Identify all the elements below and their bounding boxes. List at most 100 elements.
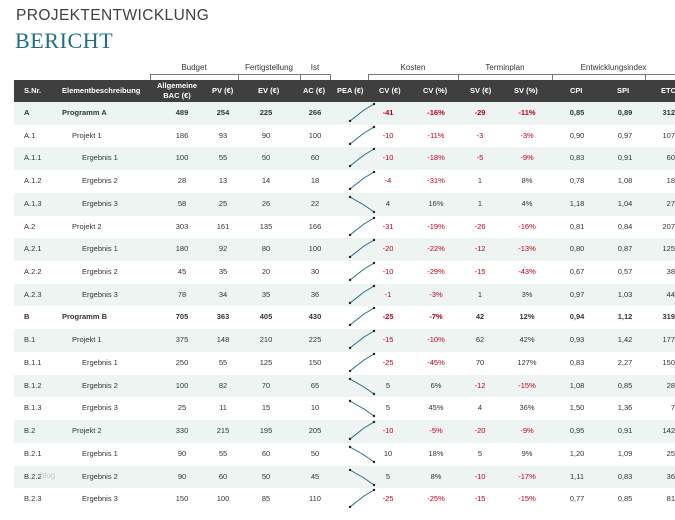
cell-ac: 36 <box>310 289 320 299</box>
cell-snr: A <box>24 108 30 117</box>
cell-svp: 12% <box>519 312 535 322</box>
cell-bac: 100 <box>175 380 189 390</box>
cell-spi: 2,27 <box>617 357 633 367</box>
pea-sparkline-start-point <box>348 278 352 282</box>
cell-snr: A.1 <box>24 130 36 140</box>
cell-cpi: 0,94 <box>569 312 585 322</box>
cell-ev: 70 <box>261 380 271 390</box>
cell-bac: 489 <box>175 108 189 117</box>
cell-sv: 70 <box>475 357 485 367</box>
col-header-ev: EV (€) <box>258 86 280 95</box>
cell-ac: 10 <box>310 403 320 413</box>
cell-cpi: 0,67 <box>569 267 585 277</box>
col-header-sv: SV (€) <box>470 86 492 95</box>
cell-bac: 180 <box>175 244 189 254</box>
cell-etc: 81 <box>666 494 675 504</box>
cell-ev: 80 <box>261 244 271 254</box>
pea-sparkline-end-point <box>372 329 376 333</box>
cell-pv: 82 <box>218 380 228 390</box>
cell-bac: 100 <box>175 153 189 163</box>
cell-svp: 9% <box>521 448 533 458</box>
table-row: A.2.3 Ergebnis 3 78 34 35 36 -1 -3% 1 3% 0,97 1,03 4… <box>14 283 675 307</box>
cell-cv: -10 <box>382 426 394 436</box>
cell-pv: 13 <box>218 176 228 186</box>
cell-cvp: 6% <box>430 380 442 390</box>
cell-svp: -15% <box>518 380 536 390</box>
cell-desc: Ergebnis 2 <box>82 267 118 277</box>
cell-ac: 50 <box>310 448 320 458</box>
cell-desc: Projekt 1 <box>72 130 102 140</box>
pea-sparkline-start-point <box>348 233 352 236</box>
cell-cv: 5 <box>385 471 391 481</box>
cell-desc: Ergebnis 1 <box>82 448 118 458</box>
cell-ev: 225 <box>259 108 273 117</box>
cell-pv: 55 <box>218 448 228 458</box>
pea-sparkline-line <box>349 196 375 213</box>
cell-etc: 125 <box>662 244 675 254</box>
cell-bac: 90 <box>177 471 187 481</box>
cell-ac: 205 <box>308 426 322 436</box>
pea-sparkline-line <box>349 217 375 235</box>
cell-snr: A.1.2 <box>24 176 42 186</box>
pea-sparkline-start-point <box>348 377 352 380</box>
cell-ac: 100 <box>308 130 322 140</box>
cell-cvp: -5% <box>429 426 443 436</box>
table-row: A.2.1 Ergebnis 1 180 92 80 100 -20 -22% -12 -13% 0… <box>14 238 675 261</box>
cell-cpi: 1,20 <box>569 448 585 458</box>
group-divider <box>645 74 646 80</box>
group-divider <box>300 74 301 80</box>
cell-svp: 36% <box>519 403 535 413</box>
pea-sparkline <box>348 216 376 236</box>
cell-cvp: 45% <box>428 403 444 413</box>
cell-ac: 110 <box>309 494 321 504</box>
table-row: B.1.3 Ergebnis 3 25 11 15 10 5 45% 4 36% 1,50 1,36 7 <box>14 397 675 420</box>
cell-sv: 1 <box>477 198 483 208</box>
cell-spi: 1,04 <box>617 198 633 208</box>
cell-pv: 161 <box>216 221 230 231</box>
cell-pv: 254 <box>216 108 230 117</box>
cell-pv: 363 <box>216 312 230 322</box>
group-divider <box>150 74 151 80</box>
pea-sparkline-start-point <box>348 369 352 373</box>
cell-spi: 0,57 <box>617 267 633 277</box>
pea-sparkline-start-point <box>348 506 352 509</box>
pea-sparkline-end-point <box>372 284 376 287</box>
cell-sv: -15 <box>474 267 486 277</box>
pea-sparkline <box>348 468 376 486</box>
cell-cvp: 8% <box>430 471 442 481</box>
cell-spi: 1,12 <box>617 312 633 322</box>
cell-pv: 11 <box>219 403 227 413</box>
cell-svp: -17% <box>518 471 536 481</box>
cell-cvp: -29% <box>427 267 445 277</box>
group-terminplan: Terminplan <box>485 63 525 72</box>
cell-pv: 55 <box>218 357 228 367</box>
cell-ac: 65 <box>310 380 320 390</box>
pea-sparkline-line <box>349 421 375 440</box>
cell-sv: -5 <box>476 153 484 163</box>
cell-sv: 42 <box>475 312 485 322</box>
pea-sparkline <box>348 195 376 214</box>
pea-sparkline-end-point <box>372 261 376 265</box>
cell-cv: -25 <box>382 357 394 367</box>
cell-ev: 15 <box>261 403 271 413</box>
pea-sparkline <box>348 148 376 168</box>
cell-spi: 1,42 <box>617 335 633 345</box>
pea-sparkline <box>348 352 376 373</box>
pea-sparkline-end-point <box>372 420 376 424</box>
cell-cpi: 0,80 <box>569 244 585 254</box>
cell-desc: Ergebnis 3 <box>82 198 118 208</box>
pea-sparkline-line <box>349 285 375 304</box>
cell-desc: Programm B <box>62 312 108 322</box>
cell-spi: 0,97 <box>617 130 633 140</box>
pea-sparkline-line <box>349 353 375 372</box>
cell-svp: -3% <box>520 130 534 140</box>
cell-sv: 1 <box>477 176 483 186</box>
cell-cvp: -3% <box>429 289 443 299</box>
cell-bac: 45 <box>177 267 187 277</box>
cell-cv: -25 <box>382 494 394 504</box>
pea-sparkline <box>348 329 376 350</box>
cell-spi: 0,91 <box>617 426 633 436</box>
group-entwicklungsindex: Entwicklungsindex <box>580 63 647 72</box>
cell-desc: Ergebnis 2 <box>82 176 118 186</box>
cell-ev: 14 <box>261 176 271 186</box>
